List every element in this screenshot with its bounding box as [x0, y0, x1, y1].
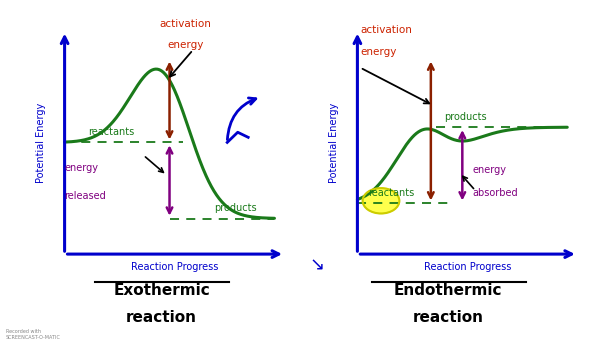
Text: Endothermic: Endothermic [394, 283, 503, 298]
Text: activation: activation [360, 25, 412, 35]
Text: Reaction Progress: Reaction Progress [424, 262, 511, 272]
Text: Recorded with
SCREENCAST-O-MATIC: Recorded with SCREENCAST-O-MATIC [6, 329, 61, 340]
Text: Reaction Progress: Reaction Progress [131, 262, 218, 272]
Text: absorbed: absorbed [473, 188, 518, 198]
Text: energy: energy [473, 165, 507, 175]
Text: reactants: reactants [368, 188, 414, 198]
Ellipse shape [362, 188, 400, 213]
Text: reaction: reaction [126, 310, 197, 326]
Text: energy: energy [360, 47, 396, 57]
Text: Exothermic: Exothermic [113, 283, 210, 298]
Text: products: products [444, 112, 487, 122]
Text: Potential Energy: Potential Energy [36, 102, 46, 182]
Text: Potential Energy: Potential Energy [329, 102, 339, 182]
Text: activation: activation [159, 20, 211, 29]
Text: products: products [214, 203, 257, 213]
Text: energy: energy [65, 163, 99, 173]
Text: reaction: reaction [413, 310, 484, 326]
Text: reactants: reactants [88, 127, 134, 137]
Text: released: released [65, 191, 106, 201]
Text: ↘: ↘ [310, 257, 325, 275]
Text: energy: energy [167, 40, 204, 50]
